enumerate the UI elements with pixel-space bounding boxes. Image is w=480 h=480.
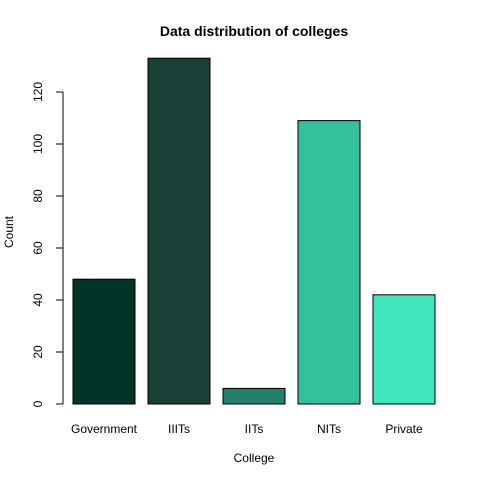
bar-private [372,294,436,405]
bar-iits [222,387,286,405]
chart-title: Data distribution of colleges [160,23,348,39]
bar-nits [297,120,361,405]
x-tick-label: Government [71,422,138,436]
x-tick-label: Private [385,422,423,436]
x-tick-label: IIITs [168,422,190,436]
y-tick-label: 40 [31,293,45,307]
x-axis-label: College [234,451,275,465]
x-tick-labels: Government IIITs IITs NITs Private [71,422,423,436]
bar-government [72,278,136,405]
x-tick-label: NITs [317,422,341,436]
y-tick-label: 60 [31,241,45,255]
y-tick-label: 20 [31,345,45,359]
x-tick-label: IITs [245,422,264,436]
y-tick-label: 100 [31,134,45,154]
y-tick-label: 0 [31,400,45,407]
y-tick-label: 80 [31,189,45,203]
bars-group [72,57,436,405]
y-axis: 0 20 40 60 80 100 120 [31,82,64,407]
y-axis-label: Count [2,215,16,248]
y-tick-label: 120 [31,82,45,102]
bar-iiits [147,57,211,405]
